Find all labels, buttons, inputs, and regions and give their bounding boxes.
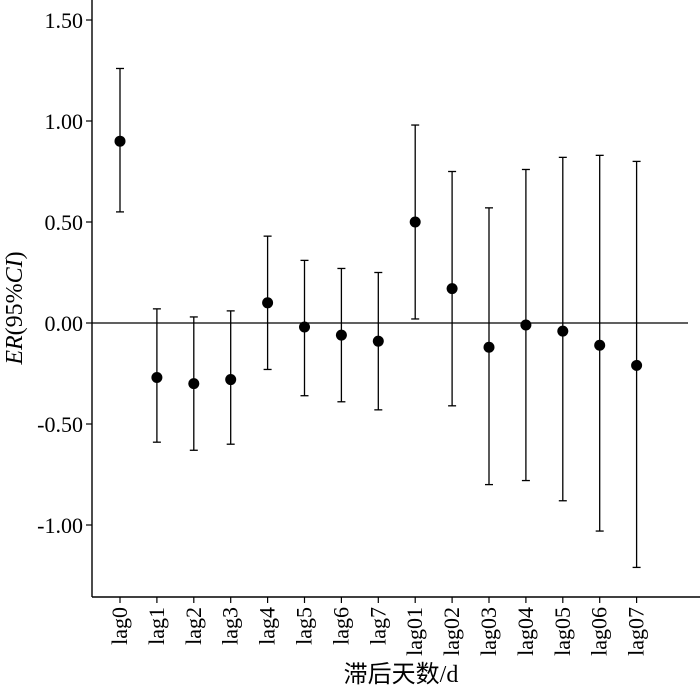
data-point: [335, 329, 347, 341]
y-tick-label: 0.00: [45, 311, 84, 336]
data-point: [114, 135, 126, 147]
y-axis-title-paren-close: ): [2, 251, 28, 259]
data-point: [446, 283, 458, 295]
x-tick-label: lag5: [292, 607, 317, 645]
data-point: [262, 297, 274, 309]
x-ticks: lag0 lag1 lag2 lag3 lag4 lag5 lag6 lag7 lag01 lag…: [107, 597, 649, 656]
data-point: [483, 341, 495, 353]
x-tick-label: lag06: [587, 607, 612, 656]
y-ticks: 1.50 1.00 0.50 0.00 -0.50 -1.00: [37, 8, 92, 538]
x-tick-label: lag6: [328, 607, 353, 645]
y-axis-title: ER(95%CI): [2, 251, 28, 365]
data-point: [594, 339, 606, 351]
y-axis-title-ci: CI: [2, 258, 28, 283]
data-point: [188, 378, 200, 390]
data-point: [151, 372, 163, 384]
x-tick-label: lag01: [402, 607, 427, 656]
data-point: [520, 319, 532, 331]
x-tick-label: lag2: [181, 607, 206, 645]
x-tick-label: lag7: [365, 607, 390, 645]
y-tick-label: 1.00: [45, 109, 84, 134]
x-axis-title: 滞后天数/d: [344, 661, 459, 687]
y-axis-title-paren-open: (95%: [2, 283, 28, 335]
y-tick-label: -0.50: [37, 412, 83, 437]
x-tick-label: lag03: [476, 607, 501, 656]
data-point: [557, 325, 569, 337]
x-tick-label: lag4: [255, 607, 280, 645]
data-point: [225, 374, 237, 386]
error-bars: [116, 67, 641, 569]
y-tick-label: -1.00: [37, 513, 83, 538]
x-tick-label: lag3: [218, 607, 243, 645]
y-tick-label: 1.50: [45, 8, 84, 33]
data-point: [372, 335, 384, 347]
y-tick-label: 0.50: [45, 210, 84, 235]
data-point: [409, 216, 421, 228]
x-tick-label: lag0: [107, 607, 132, 645]
x-tick-label: lag02: [439, 607, 464, 656]
x-tick-label: lag1: [144, 607, 169, 645]
y-axis-title-er: ER: [2, 335, 28, 366]
x-tick-label: lag04: [513, 607, 538, 656]
x-tick-label: lag07: [624, 607, 649, 656]
data-point: [299, 321, 310, 333]
data-points: [114, 135, 643, 390]
data-point: [631, 359, 643, 371]
x-tick-label: lag05: [550, 607, 575, 656]
